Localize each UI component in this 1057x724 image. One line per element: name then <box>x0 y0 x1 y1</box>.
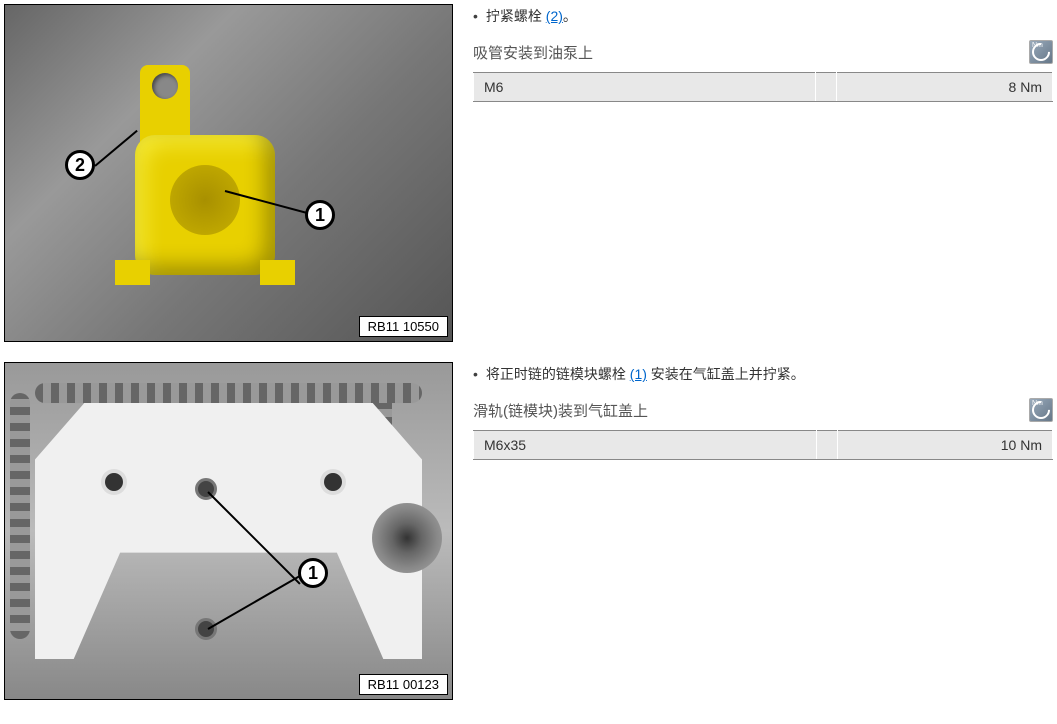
spec-fastener: M6x35 <box>474 431 817 460</box>
figure-1: 2 1 RB11 10550 <box>4 4 453 342</box>
content-1: • 拧紧螺栓 (2)。 吸管安装到油泵上 Nm M6 8 Nm <box>473 4 1053 102</box>
hole-2 <box>324 473 342 491</box>
callout-1b: 1 <box>298 558 328 588</box>
bullet-post: 安装在气缸盖上并拧紧。 <box>647 366 805 382</box>
bolt-lower <box>195 618 217 640</box>
chain-top <box>35 383 422 403</box>
bullet-post: 。 <box>563 8 577 24</box>
table-title-2: 滑轨(链模块)装到气缸盖上 Nm <box>473 398 1053 422</box>
table-title-text: 滑轨(链模块)装到气缸盖上 <box>473 400 648 421</box>
table-row: M6x35 10 Nm <box>474 431 1053 460</box>
chain-module-bg: 1 <box>5 363 452 699</box>
callout-line-lower <box>208 568 313 630</box>
section-2: 1 RB11 00123 • 将正时链的链模块螺栓 (1) 安装在气缸盖上并拧紧… <box>4 362 1053 700</box>
spec-torque: 10 Nm <box>837 431 1052 460</box>
bullet-line-1: • 拧紧螺栓 (2)。 <box>473 6 1053 26</box>
bolt-link-2[interactable]: (2) <box>546 8 563 24</box>
spec-mid <box>816 431 837 460</box>
bullet-text: 拧紧螺栓 (2)。 <box>486 6 577 26</box>
yellow-tab-left <box>115 260 150 285</box>
spec-fastener: M6 <box>474 73 816 102</box>
engine-block-bg: 2 1 <box>5 5 452 341</box>
yellow-body <box>135 135 275 275</box>
bullet-pre: 将正时链的链模块螺栓 <box>486 366 630 382</box>
cylinder <box>372 503 442 573</box>
callout-2: 2 <box>65 150 95 180</box>
content-2: • 将正时链的链模块螺栓 (1) 安装在气缸盖上并拧紧。 滑轨(链模块)装到气缸… <box>473 362 1053 460</box>
spec-torque: 8 Nm <box>837 73 1053 102</box>
hole-1 <box>105 473 123 491</box>
callout-1: 1 <box>305 200 335 230</box>
table-row: M6 8 Nm <box>474 73 1053 102</box>
bullet-text: 将正时链的链模块螺栓 (1) 安装在气缸盖上并拧紧。 <box>486 364 805 384</box>
figure-2: 1 RB11 00123 <box>4 362 453 700</box>
section-1: 2 1 RB11 10550 • 拧紧螺栓 (2)。 吸管安装到油泵上 Nm M… <box>4 4 1053 342</box>
chain-left <box>10 393 30 639</box>
bullet-pre: 拧紧螺栓 <box>486 8 546 24</box>
yellow-tab-right <box>260 260 295 285</box>
spec-table-1: M6 8 Nm <box>473 72 1053 102</box>
image-label-1: RB11 10550 <box>359 316 448 337</box>
spec-table-2: M6x35 10 Nm <box>473 430 1053 460</box>
yellow-pump-part <box>135 65 275 295</box>
bullet-icon: • <box>473 366 478 382</box>
table-title-1: 吸管安装到油泵上 Nm <box>473 40 1053 64</box>
table-title-text: 吸管安装到油泵上 <box>473 42 593 63</box>
bullet-icon: • <box>473 8 478 24</box>
bolt-link-1[interactable]: (1) <box>630 366 647 382</box>
spec-mid <box>816 73 837 102</box>
bullet-line-2: • 将正时链的链模块螺栓 (1) 安装在气缸盖上并拧紧。 <box>473 364 1053 384</box>
image-label-2: RB11 00123 <box>359 674 448 695</box>
white-plate <box>35 393 422 659</box>
callout-line-2 <box>94 130 137 167</box>
torque-icon: Nm <box>1029 398 1053 422</box>
torque-icon: Nm <box>1029 40 1053 64</box>
